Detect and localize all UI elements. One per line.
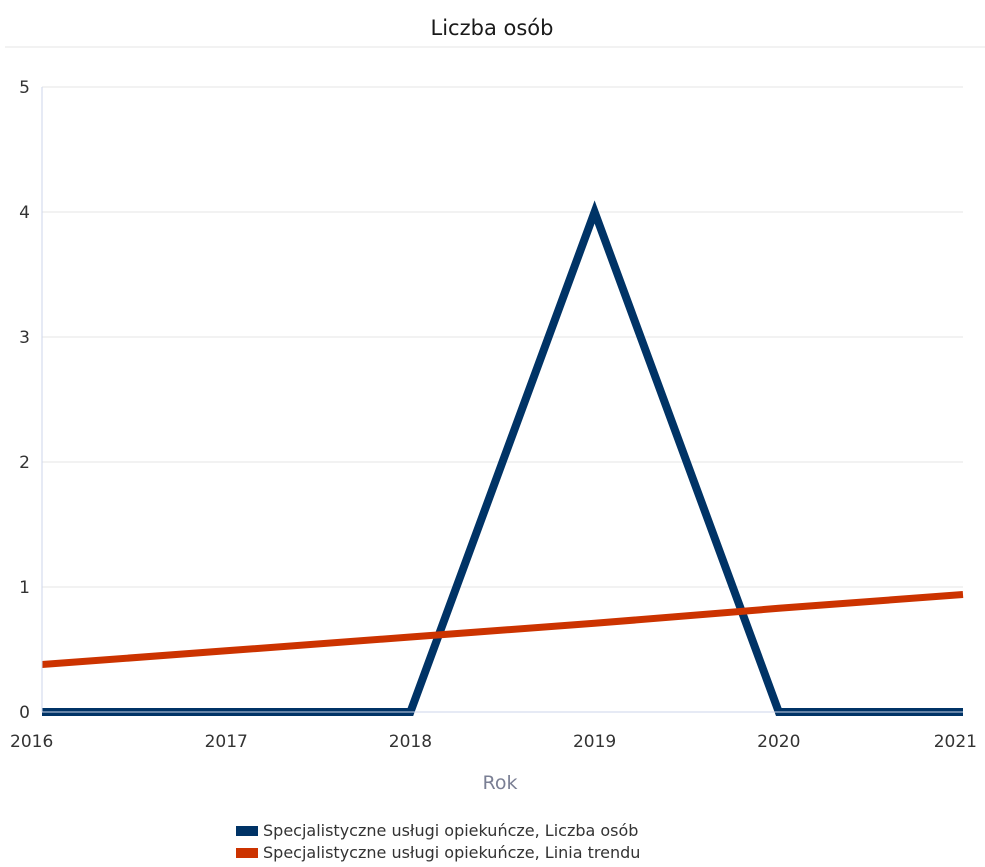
- legend-item-trend[interactable]: Specjalistyczne usługi opiekuńcze, Linia…: [236, 842, 640, 864]
- x-axis-title: Rok: [483, 772, 518, 794]
- x-tick-label-2016: 2016: [10, 732, 53, 752]
- y-tick-label-1: 1: [19, 578, 30, 598]
- y-tick-label-4: 4: [19, 203, 30, 223]
- legend-item-count[interactable]: Specjalistyczne usługi opiekuńcze, Liczb…: [236, 820, 640, 842]
- x-tick-label-2021: 2021: [934, 732, 977, 752]
- x-axis: 2016 2017 2018 2019 2020 2021: [10, 711, 977, 752]
- legend-swatch-trend: [236, 848, 258, 858]
- y-tick-label-5: 5: [19, 78, 30, 98]
- chart-legend: Specjalistyczne usługi opiekuńcze, Liczb…: [236, 820, 640, 864]
- grid-lines: [42, 86, 963, 588]
- legend-swatch-count: [236, 826, 258, 836]
- x-tick-label-2019: 2019: [573, 732, 616, 752]
- y-tick-label-2: 2: [19, 453, 30, 473]
- x-tick-label-2017: 2017: [205, 732, 248, 752]
- y-axis: 0 1 2 3 4 5: [19, 78, 43, 723]
- legend-label-trend: Specjalistyczne usługi opiekuńcze, Linia…: [263, 843, 641, 862]
- x-tick-label-2020: 2020: [757, 732, 800, 752]
- series-line-trend[interactable]: [41, 591, 964, 668]
- y-tick-label-0: 0: [19, 703, 30, 723]
- x-tick-label-2018: 2018: [389, 732, 432, 752]
- chart-title: Liczba osób: [431, 16, 554, 40]
- legend-label-count: Specjalistyczne usługi opiekuńcze, Liczb…: [263, 821, 639, 840]
- y-tick-label-3: 3: [19, 328, 30, 348]
